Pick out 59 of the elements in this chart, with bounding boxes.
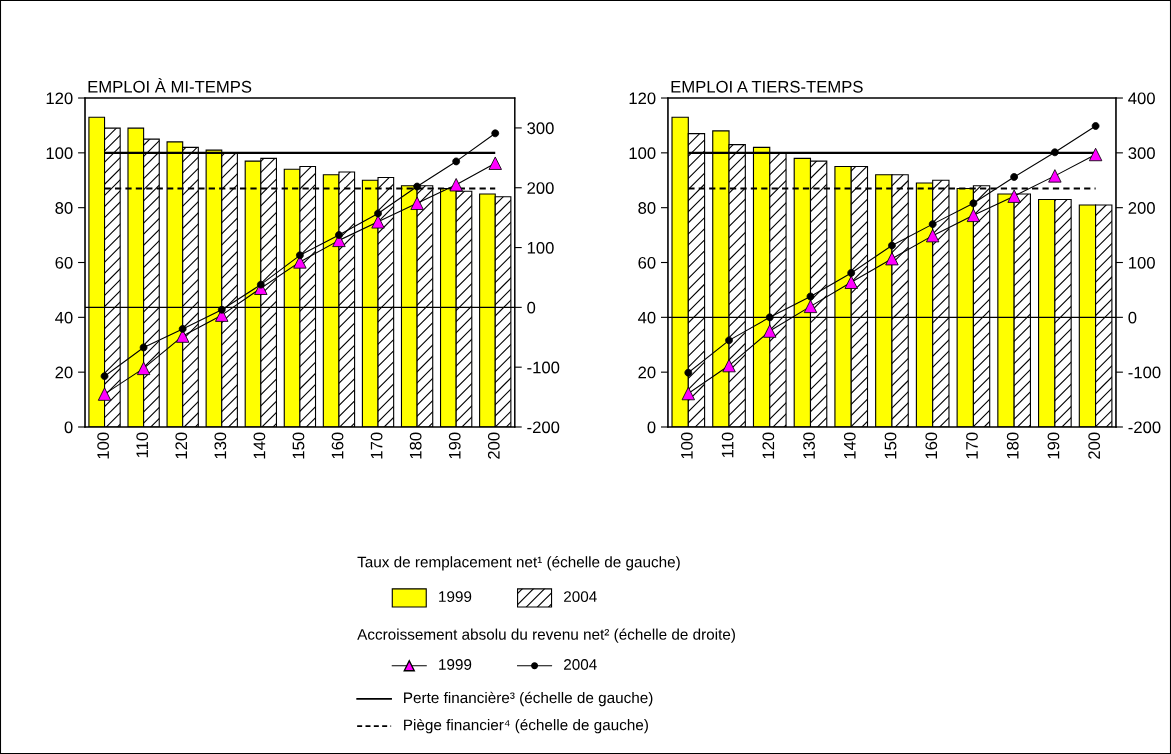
y-tick-label: 20 [638,366,656,379]
text: Taux de remplacement net¹ (échelle de gauche) [357,556,680,571]
x-tick-label: 200 [1088,432,1101,459]
y-tick-label: 40 [55,311,73,324]
legend-label: Piège financier⁴ (échelle de gauche) [404,718,648,734]
legend-label: 2004 [564,591,597,603]
x-tick-label: 180 [409,432,422,459]
y-tick-label: 120 [46,92,73,105]
legend-label: Perte financière³ (échelle de gauche) [404,691,653,707]
y-tick-label: 40 [637,311,656,324]
chart-title: EMPLOI A TIERS-TEMPS [671,80,863,93]
y-tick-label: 60 [55,256,73,269]
x-tick-label: 150 [884,432,897,459]
legend-label: 1999 [439,659,472,670]
x-tick-label: 130 [214,432,227,459]
x-tick-label: 110 [136,432,149,458]
y2-tick-label: -200 [1128,421,1161,434]
y2-tick-label: 100 [527,241,554,254]
x-tick-label: 140 [253,432,266,459]
x-tick-label: 140 [843,432,856,459]
x-tick-label: 130 [803,432,815,459]
x-tick-label: 200 [487,432,500,459]
y-tick-label: 80 [638,202,656,214]
x-tick-label: 190 [448,432,461,459]
x-tick-label: 190 [1047,432,1060,459]
y2-tick-label: 400 [1128,92,1155,105]
text: Accroissement absolu du revenu net² (échelle de droite) [357,628,735,643]
y2-tick-label: 100 [1129,256,1155,269]
x-tick-label: 160 [331,432,344,459]
y-tick-label: 20 [55,366,73,379]
y-tick-label: 0 [647,421,656,434]
y-tick-label: 100 [629,147,656,160]
y2-tick-label: -100 [527,361,560,374]
y2-tick-label: -100 [1128,366,1161,379]
x-tick-label: 180 [1006,432,1019,459]
y2-tick-label: -200 [527,421,560,434]
y-tick-label: 60 [638,256,656,269]
x-tick-label: 120 [762,432,775,459]
y-tick-label: 0 [64,421,73,434]
x-tick-label: 100 [680,432,693,459]
y2-tick-label: 200 [1128,202,1155,214]
y-tick-label: 120 [629,92,656,105]
x-tick-label: 110 [721,432,734,458]
y2-tick-label: 300 [527,122,554,135]
y-tick-label: 80 [55,202,73,214]
x-tick-label: 100 [97,432,110,459]
y-tick-label: 100 [46,147,73,160]
chart-title: EMPLOI À MI-TEMPS [88,78,252,93]
legend-label: 1999 [439,591,472,603]
y2-tick-label: 300 [1128,147,1155,160]
x-tick-label: 170 [966,432,978,459]
y2-tick-label: 200 [527,182,554,194]
y2-tick-label: 0 [527,301,536,314]
x-tick-label: 170 [370,432,383,459]
x-tick-label: 160 [925,432,938,459]
y2-tick-label: 0 [1128,311,1137,324]
x-tick-label: 120 [175,432,188,459]
legend-label: 2004 [564,659,597,670]
x-tick-label: 150 [292,432,305,459]
